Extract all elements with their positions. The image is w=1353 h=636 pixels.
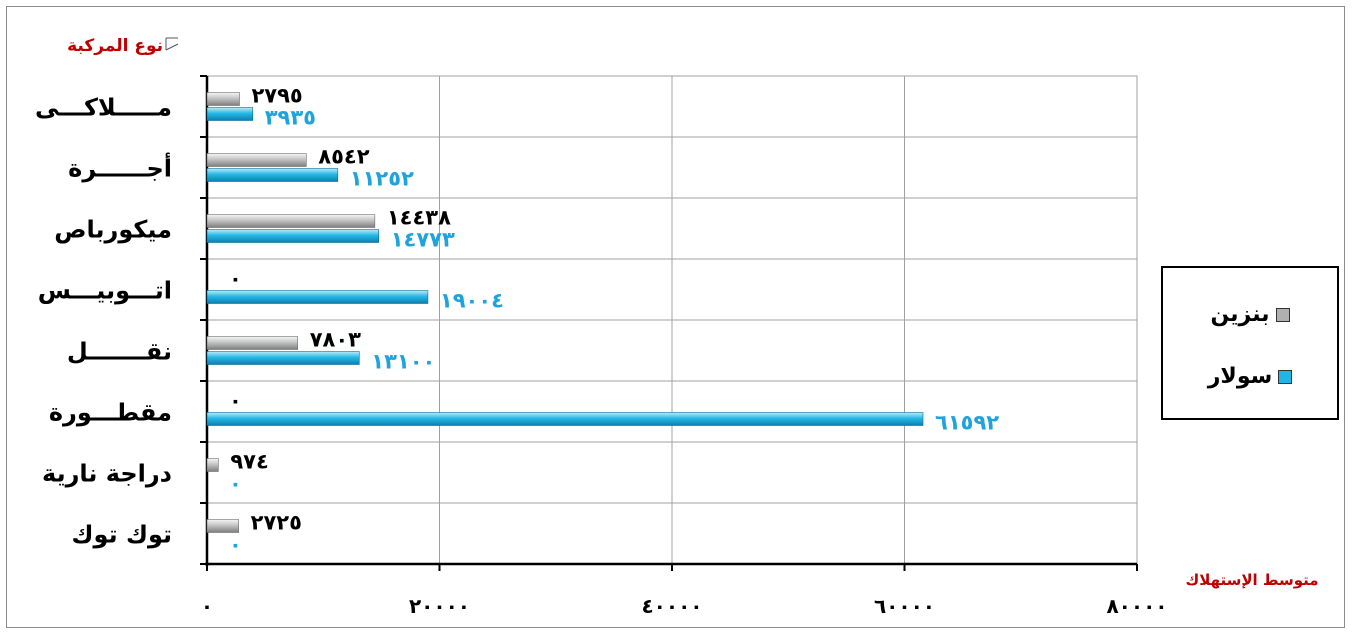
petrol-value-label: ٠	[229, 267, 242, 291]
petrol-bar	[206, 336, 299, 350]
diesel-value-label: ١٣١٠٠	[371, 350, 435, 374]
x-tick-label: ٤٠٠٠٠	[641, 594, 702, 618]
category-label: اتـــوبيـــس	[38, 277, 172, 305]
x-tick-label: ٨٠٠٠٠	[1106, 594, 1167, 618]
petrol-value-label: ٨٥٤٢	[318, 145, 369, 169]
petrol-value-label: ٩٧٤	[230, 450, 268, 474]
x-tick-label: ٠	[201, 594, 213, 618]
diesel-bar	[206, 351, 360, 365]
petrol-value-label: ٢٧٢٥	[251, 511, 302, 535]
legend-label-petrol: بنزين	[1210, 302, 1270, 327]
diesel-swatch	[1278, 369, 1293, 384]
petrol-value-label: ٢٧٩٥	[251, 84, 302, 108]
category-label: أجــــــرة	[68, 153, 172, 183]
y-axis-title-marker	[165, 37, 179, 51]
petrol-bar	[206, 519, 239, 533]
legend-item-petrol: بنزين	[1163, 302, 1337, 327]
category-label: دراجة نارية	[42, 460, 172, 488]
petrol-value-label: ٠	[229, 389, 242, 413]
petrol-bar	[206, 214, 376, 228]
x-tick-label: ٢٠٠٠٠	[409, 594, 470, 618]
category-label: مـــــلاكـــى	[35, 94, 172, 122]
petrol-value-label: ١٤٤٣٨	[387, 206, 451, 230]
legend: بنزين سولار	[1161, 266, 1339, 420]
diesel-value-label: ٠	[229, 533, 242, 557]
diesel-bar	[206, 168, 339, 182]
diesel-value-label: ١٩٠٠٤	[440, 289, 504, 313]
legend-label-diesel: سولار	[1207, 364, 1273, 389]
diesel-value-label: ١٤٧٧٣	[391, 228, 455, 252]
petrol-swatch	[1275, 307, 1290, 322]
petrol-value-label: ٧٨٠٣	[310, 328, 361, 352]
x-tick-label: ٦٠٠٠٠	[874, 594, 935, 618]
diesel-value-label: ٦١٥٩٢	[935, 411, 999, 435]
diesel-bar	[206, 107, 254, 121]
legend-item-diesel: سولار	[1163, 364, 1337, 389]
y-axis-title: نوع المركبة	[67, 36, 163, 56]
petrol-bar	[206, 92, 240, 106]
category-label: توك توك	[72, 521, 172, 549]
diesel-bar	[206, 229, 380, 243]
petrol-bar	[206, 153, 307, 167]
category-label: مقطـــورة	[49, 399, 172, 427]
x-axis-title: متوسط الإستهلاك	[1185, 571, 1318, 589]
diesel-bar	[206, 290, 429, 304]
category-label: نقـــــــل	[67, 338, 172, 366]
diesel-value-label: ٠	[229, 472, 242, 496]
diesel-value-label: ٣٩٣٥	[265, 106, 316, 130]
petrol-bar	[206, 458, 219, 472]
diesel-value-label: ١١٢٥٢	[350, 167, 414, 191]
category-label: ميكورباص	[54, 216, 172, 244]
diesel-bar	[206, 412, 924, 426]
